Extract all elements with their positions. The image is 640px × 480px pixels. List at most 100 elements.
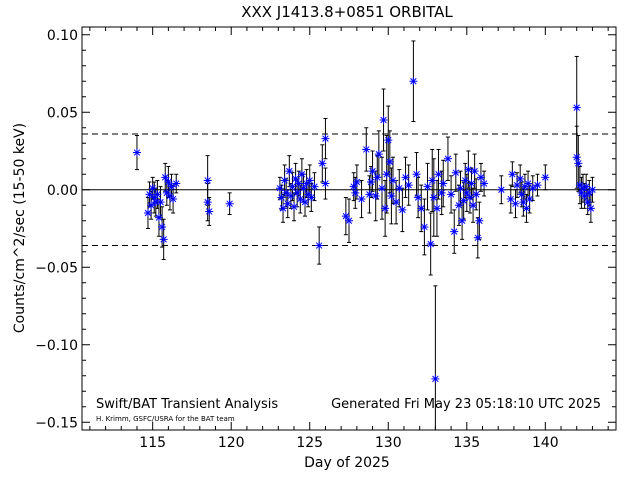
data-point <box>169 195 178 204</box>
data-point <box>321 179 330 188</box>
data-point <box>497 185 506 194</box>
data-point <box>513 181 522 190</box>
data-point <box>371 191 380 200</box>
data-point <box>315 241 324 250</box>
data-point <box>473 233 482 242</box>
y-tick-label: −0.15 <box>35 415 78 431</box>
data-point <box>588 185 597 194</box>
data-point <box>470 167 479 176</box>
data-point <box>299 184 308 193</box>
data-point <box>148 184 157 193</box>
data-point <box>439 179 448 188</box>
data-point <box>172 179 181 188</box>
data-point <box>519 198 528 207</box>
y-tick-label: 0.05 <box>47 105 78 121</box>
data-point <box>318 159 327 168</box>
data-point <box>392 198 401 207</box>
data-point <box>345 216 353 225</box>
data-point <box>461 176 470 185</box>
data-point <box>426 240 435 248</box>
data-point <box>579 184 588 193</box>
data-point <box>159 235 168 244</box>
data-point <box>307 193 316 202</box>
data-point <box>516 174 525 183</box>
data-point <box>302 179 311 188</box>
data-point <box>464 165 473 174</box>
data-point <box>365 190 374 199</box>
data-point <box>150 193 159 202</box>
data-point <box>280 176 289 185</box>
data-point <box>533 181 542 190</box>
x-tick-label: 135 <box>453 435 480 451</box>
data-point <box>447 190 456 199</box>
data-point <box>423 182 432 191</box>
chart-title: XXX J1413.8+0851 ORBITAL <box>241 3 453 21</box>
data-point <box>143 209 152 217</box>
data-point <box>580 191 589 200</box>
data-point <box>151 198 160 207</box>
data-point <box>301 198 310 207</box>
data-point <box>388 176 397 185</box>
data-point <box>469 201 478 210</box>
data-point <box>458 216 467 225</box>
data-point <box>524 179 533 188</box>
data-point <box>583 198 592 207</box>
data-point <box>508 170 517 179</box>
data-point <box>401 173 410 182</box>
data-point <box>412 170 421 179</box>
data-point <box>420 222 429 231</box>
data-point <box>368 167 377 176</box>
data-point <box>154 213 163 222</box>
data-point <box>165 191 174 200</box>
data-point <box>574 159 583 168</box>
data-point <box>506 195 515 204</box>
footer-left: Swift/BAT Transient Analysis <box>96 397 278 412</box>
x-tick-label: 125 <box>296 435 323 451</box>
data-point <box>203 198 212 207</box>
data-point <box>528 184 537 193</box>
y-tick-label: 0.10 <box>47 28 78 44</box>
x-tick-label: 120 <box>218 435 245 451</box>
data-point <box>429 193 438 202</box>
y-tick-label: −0.10 <box>35 338 78 354</box>
data-point <box>147 201 156 210</box>
data-point <box>297 170 306 179</box>
data-point <box>417 204 426 213</box>
footer-right: Generated Fri May 23 05:18:10 UTC 2025 <box>331 397 601 412</box>
data-point <box>153 190 162 199</box>
data-point <box>285 167 294 176</box>
data-point <box>145 190 154 199</box>
data-point <box>585 188 594 197</box>
data-point <box>462 188 471 197</box>
data-point <box>511 199 520 208</box>
data-point <box>279 204 288 213</box>
data-point <box>225 199 234 208</box>
data-point <box>467 179 476 188</box>
data-point <box>443 154 452 163</box>
data-point <box>357 195 366 204</box>
data-point <box>465 193 474 202</box>
data-point <box>476 173 485 182</box>
data-point <box>275 184 284 193</box>
data-point <box>577 188 586 197</box>
data-point <box>382 170 391 179</box>
data-point <box>296 195 305 204</box>
data-point <box>451 168 460 177</box>
data-point <box>374 150 383 159</box>
data-point <box>385 157 394 166</box>
data-point <box>310 182 319 191</box>
reference-lines <box>82 133 616 247</box>
data-point <box>517 190 526 199</box>
x-tick-label: 140 <box>532 435 559 451</box>
data-point <box>377 184 386 193</box>
data-point <box>428 176 437 185</box>
x-tick-label: 130 <box>375 435 402 451</box>
data-point <box>373 173 382 182</box>
x-axis: 115 120 125 130 135 140 <box>89 27 609 451</box>
data-point <box>431 374 440 383</box>
data-point <box>575 181 584 190</box>
data-point <box>525 195 534 204</box>
data-point <box>349 182 358 191</box>
data-point <box>205 207 214 216</box>
data-point <box>290 202 299 211</box>
